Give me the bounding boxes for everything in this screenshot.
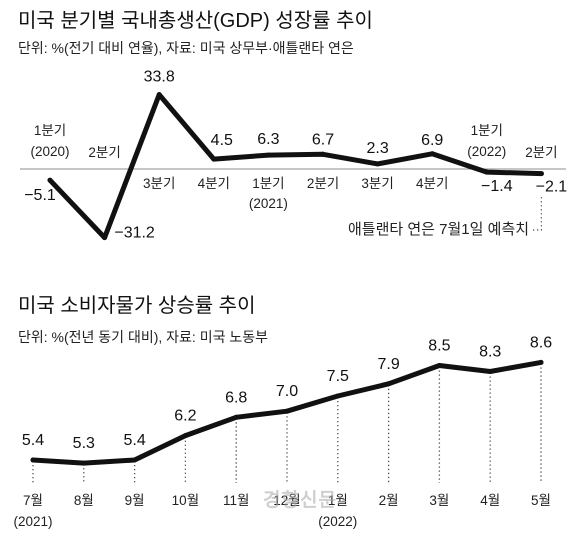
cpi-data-point [436,363,442,368]
gdp-data-point [429,151,435,157]
gdp-data-point [47,177,53,183]
gdp-growth-line [47,92,544,241]
cpi-data-point [487,369,493,374]
quarter-tick-label: 3분기 [143,176,175,191]
year-tick-label: (2021) [249,196,288,211]
month-tick-label: 2월 [379,493,399,508]
quarter-tick-label: 2분기 [525,145,557,160]
gdp-data-point [156,92,162,98]
cpi-chart: 미국 소비자물가 상승률 추이 단위: %(전년 동기 대비), 자료: 미국 … [13,294,552,529]
cpi-plot-area: 5.4 5.3 5.4 6.2 6.8 7.0 7.5 7.9 8.5 8.3 8.6 7월 (2021… [13,334,552,529]
quarter-tick-label: 4분기 [416,176,448,191]
quarter-tick-label: 2분기 [307,176,339,191]
cpi-data-point [538,359,544,365]
month-tick-label: 3월 [429,493,449,508]
gdp-data-label: 4.5 [211,132,233,149]
gdp-chart-title: 미국 분기별 국내총생산(GDP) 성장률 추이 [18,9,373,32]
gdp-data-point [211,156,217,162]
cpi-data-point [30,457,36,463]
gdp-data-point [320,151,326,157]
cpi-chart-subtitle: 단위: %(전년 동기 대비), 자료: 미국 노동부 [18,329,268,345]
quarter-tick-label: 4분기 [198,176,230,191]
cpi-data-label: 7.0 [276,383,298,400]
gdp-data-label: 2.3 [366,140,388,157]
year-tick-label: (2020) [30,144,69,159]
cpi-data-point [284,408,290,414]
gdp-data-point [538,171,544,177]
gdp-data-point [102,235,108,241]
cpi-data-label: 5.4 [22,432,44,449]
year-tick-label: (2021) [13,514,52,529]
cpi-data-point [233,414,239,420]
cpi-data-label: 6.8 [225,389,247,406]
year-tick-label: (2022) [467,144,506,159]
gdp-data-label: 6.3 [257,131,279,148]
gdp-data-label: 33.8 [144,69,175,86]
cpi-data-point [81,460,87,466]
cpi-data-label: 7.5 [327,368,349,385]
quarter-tick-label: 1분기 [252,176,284,191]
gdp-data-label: 6.7 [312,131,334,148]
annotation-leader-line [533,196,542,231]
month-tick-label: 8월 [74,493,94,508]
gdp-data-label: 6.9 [421,132,443,149]
gdp-data-point [265,152,271,158]
gdp-data-label: −5.1 [24,187,56,204]
gdp-plot-area: −5.1 −31.2 33.8 4.5 6.3 6.7 2.3 6.9 −1.4 −2.1 1분기 (… [20,69,567,242]
watermark: 경향신문 [263,489,337,511]
forecast-annotation: 애틀랜타 연은 7월1일 예측치 [348,221,529,238]
quarter-tick-label: 2분기 [88,145,120,160]
year-tick-label: (2022) [318,514,357,529]
month-tick-label: 7월 [23,493,43,508]
quarter-tick-label: 3분기 [361,176,393,191]
cpi-data-point [132,457,138,463]
cpi-data-point [335,393,341,399]
cpi-data-point [386,381,392,387]
gdp-data-label: −1.4 [481,178,513,195]
month-tick-label: 5월 [531,493,551,508]
cpi-data-label: 5.4 [123,432,145,449]
month-tick-label: 10월 [172,493,199,508]
gdp-data-label: −2.1 [536,179,568,196]
cpi-data-label: 7.9 [377,356,399,373]
cpi-data-point [182,433,188,439]
quarter-tick-label: 1분기 [34,123,66,138]
gdp-chart: 미국 분기별 국내총생산(GDP) 성장률 추이 단위: %(전기 대비 연율)… [18,9,567,242]
cpi-chart-title: 미국 소비자물가 상승률 추이 [18,294,255,317]
month-tick-label: 4월 [480,493,500,508]
month-tick-label: 1월 [328,493,348,508]
gdp-data-label: −31.2 [114,225,155,242]
cpi-data-label: 8.6 [530,334,552,351]
month-tick-label: 9월 [125,493,145,508]
gdp-data-point [375,161,381,167]
cpi-data-label: 8.5 [428,338,450,355]
cpi-data-label: 5.3 [73,435,95,452]
month-tick-label: 11월 [223,493,249,508]
cpi-data-label: 6.2 [174,408,196,425]
gdp-chart-subtitle: 단위: %(전기 대비 연율), 자료: 미국 상무부·애틀랜타 연은 [18,40,354,56]
cpi-data-label: 8.3 [479,344,501,361]
quarter-tick-label: 1분기 [471,123,503,138]
month-tick-label: 12월 [273,493,300,508]
gdp-data-point [484,169,490,175]
